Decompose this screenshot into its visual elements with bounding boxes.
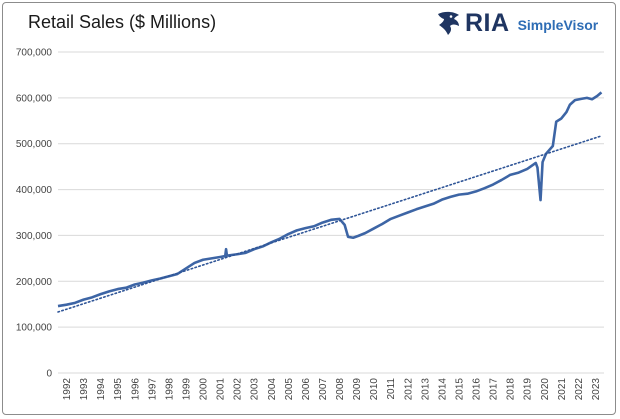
x-tick-label: 1998 bbox=[164, 378, 175, 401]
x-tick-label: 1995 bbox=[113, 378, 124, 401]
x-tick-label: 2004 bbox=[267, 378, 278, 401]
retail-sales-series-line bbox=[57, 91, 603, 308]
y-tick-label: 700,000 bbox=[16, 48, 53, 59]
x-tick-label: 2014 bbox=[437, 378, 448, 401]
x-tick-label: 2005 bbox=[284, 378, 295, 401]
x-tick-label: 2018 bbox=[506, 378, 517, 401]
y-tick-label: 100,000 bbox=[16, 323, 53, 334]
y-tick-label: 200,000 bbox=[16, 277, 53, 288]
y-tick-label: 400,000 bbox=[16, 185, 53, 196]
chart-title: Retail Sales ($ Millions) bbox=[28, 12, 217, 32]
y-tick-label: 500,000 bbox=[16, 139, 53, 150]
x-tick-label: 2012 bbox=[403, 378, 414, 401]
ria-simplevisor-logo: RIA SimpleVisor bbox=[436, 9, 598, 37]
logo-primary-text: RIA bbox=[465, 8, 510, 37]
y-tick-label: 600,000 bbox=[16, 93, 53, 104]
x-tick-label: 2007 bbox=[318, 378, 329, 401]
y-tick-label: 0 bbox=[46, 369, 52, 380]
x-tick-label: 1992 bbox=[62, 378, 73, 401]
x-tick-label: 2022 bbox=[574, 378, 585, 401]
x-tick-label: 2002 bbox=[233, 378, 244, 401]
eagle-head-icon bbox=[438, 11, 459, 35]
x-tick-label: 2023 bbox=[591, 378, 602, 401]
x-tick-label: 2011 bbox=[386, 378, 397, 400]
trend-line bbox=[57, 135, 603, 313]
x-tick-label: 2009 bbox=[352, 378, 363, 401]
x-tick-label: 2006 bbox=[301, 378, 312, 401]
x-tick-label: 1993 bbox=[79, 378, 90, 401]
chart-frame bbox=[2, 2, 616, 415]
x-tick-label: 2013 bbox=[420, 378, 431, 401]
x-tick-label: 2001 bbox=[216, 378, 227, 401]
x-tick-label: 2021 bbox=[557, 378, 568, 401]
x-tick-label: 1997 bbox=[147, 378, 158, 401]
x-tick-label: 2019 bbox=[523, 378, 534, 401]
x-tick-label: 2008 bbox=[335, 378, 346, 401]
y-tick-label: 300,000 bbox=[16, 231, 53, 242]
x-tick-label: 2003 bbox=[250, 378, 261, 401]
x-tick-label: 2016 bbox=[472, 378, 483, 401]
logo-secondary-text: SimpleVisor bbox=[517, 17, 599, 33]
x-tick-label: 2020 bbox=[540, 378, 551, 401]
x-tick-label: 2017 bbox=[489, 378, 500, 401]
x-tick-label: 1999 bbox=[181, 378, 192, 401]
x-tick-label: 2010 bbox=[369, 378, 380, 401]
x-tick-label: 2000 bbox=[199, 378, 210, 401]
x-tick-label: 1996 bbox=[130, 378, 141, 401]
x-tick-label: 1994 bbox=[96, 378, 107, 401]
x-tick-label: 2015 bbox=[454, 378, 465, 401]
